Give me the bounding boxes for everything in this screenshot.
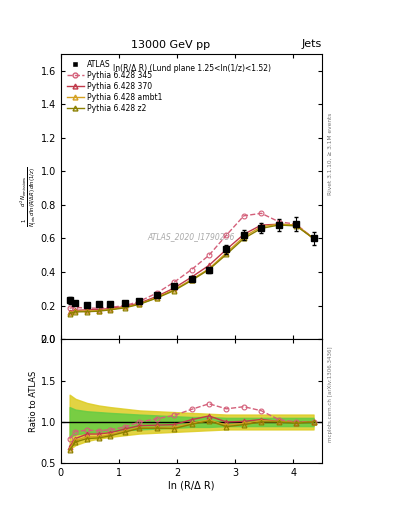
Legend: ATLAS, Pythia 6.428 345, Pythia 6.428 370, Pythia 6.428 ambt1, Pythia 6.428 z2: ATLAS, Pythia 6.428 345, Pythia 6.428 37… (65, 57, 165, 115)
Text: mcplots.cern.ch [arXiv:1306.3436]: mcplots.cern.ch [arXiv:1306.3436] (328, 347, 333, 442)
Text: ln(R/Δ R) (Lund plane 1.25<ln(1/z)<1.52): ln(R/Δ R) (Lund plane 1.25<ln(1/z)<1.52) (112, 64, 271, 73)
Text: ATLAS_2020_I1790256: ATLAS_2020_I1790256 (148, 232, 235, 241)
Title: 13000 GeV pp: 13000 GeV pp (131, 40, 210, 50)
Y-axis label: Ratio to ATLAS: Ratio to ATLAS (29, 371, 38, 432)
X-axis label: ln (R/Δ R): ln (R/Δ R) (168, 481, 215, 491)
Y-axis label: $\frac{1}{N_{\mathrm{jets}}}\frac{d^2 N_{\mathrm{emissions}}}{d\ln(R/\Delta R)\,: $\frac{1}{N_{\mathrm{jets}}}\frac{d^2 N_… (19, 166, 39, 227)
Text: Jets: Jets (301, 38, 322, 49)
Text: Rivet 3.1.10, ≥ 3.1M events: Rivet 3.1.10, ≥ 3.1M events (328, 113, 333, 195)
